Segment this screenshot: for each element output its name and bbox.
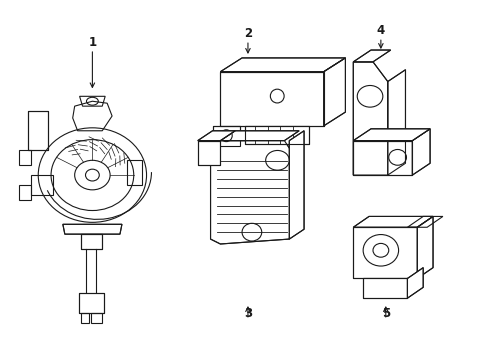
Polygon shape xyxy=(408,267,423,298)
Polygon shape xyxy=(28,111,48,150)
Polygon shape xyxy=(63,224,122,234)
Text: 1: 1 xyxy=(88,36,97,49)
Polygon shape xyxy=(353,50,391,62)
Polygon shape xyxy=(353,129,430,141)
Polygon shape xyxy=(211,141,294,244)
Polygon shape xyxy=(198,141,220,165)
Polygon shape xyxy=(198,131,235,141)
Polygon shape xyxy=(353,141,413,175)
Text: 4: 4 xyxy=(377,24,385,37)
Polygon shape xyxy=(213,126,240,145)
Text: 2: 2 xyxy=(244,27,252,40)
Polygon shape xyxy=(220,131,299,141)
Text: 3: 3 xyxy=(244,307,252,320)
Polygon shape xyxy=(78,293,104,313)
Polygon shape xyxy=(353,62,388,175)
Polygon shape xyxy=(245,126,309,144)
Polygon shape xyxy=(413,129,430,175)
Polygon shape xyxy=(353,227,417,278)
Polygon shape xyxy=(220,72,324,126)
Polygon shape xyxy=(353,216,433,227)
Polygon shape xyxy=(363,278,408,298)
Polygon shape xyxy=(220,58,345,72)
Polygon shape xyxy=(80,234,102,249)
Polygon shape xyxy=(388,70,406,175)
Polygon shape xyxy=(289,131,304,239)
Text: 5: 5 xyxy=(382,307,390,320)
Polygon shape xyxy=(417,216,433,278)
Polygon shape xyxy=(324,58,345,126)
